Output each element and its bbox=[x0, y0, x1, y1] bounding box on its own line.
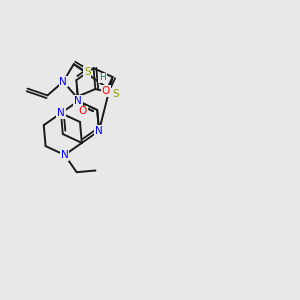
Text: N: N bbox=[74, 96, 82, 106]
Text: N: N bbox=[95, 126, 103, 136]
Text: S: S bbox=[112, 88, 119, 99]
Text: H: H bbox=[99, 74, 106, 82]
Text: N: N bbox=[57, 108, 65, 118]
Text: O: O bbox=[79, 106, 87, 116]
Text: N: N bbox=[61, 150, 68, 160]
Text: N: N bbox=[59, 76, 67, 87]
Text: S: S bbox=[84, 67, 91, 77]
Text: O: O bbox=[102, 86, 110, 96]
